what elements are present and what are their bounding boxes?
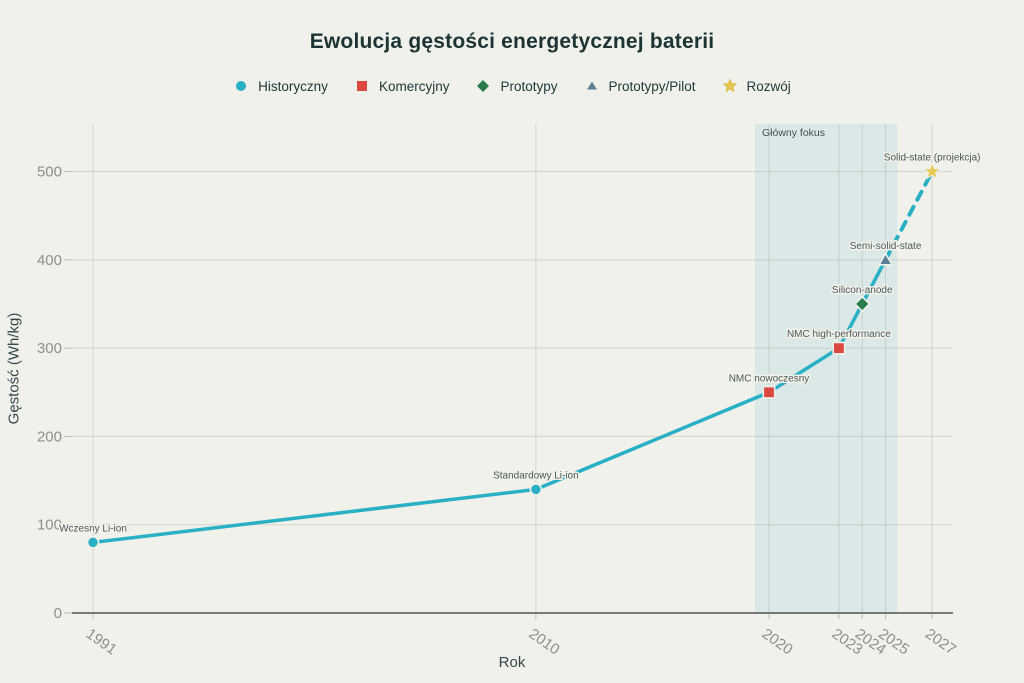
y-tick-label: 300 bbox=[37, 340, 62, 357]
data-marker-nmc-nowoczesny bbox=[762, 385, 776, 399]
data-point-label: NMC nowoczesny bbox=[729, 373, 810, 384]
data-point-label: Standardowy Li-ion bbox=[493, 470, 579, 481]
circle-marker-icon bbox=[236, 81, 247, 91]
legend-item-komercyjny: Komercyjny bbox=[354, 78, 450, 94]
chart-title: Ewolucja gęstości energetycznej baterii bbox=[309, 30, 715, 53]
y-tick-label: 200 bbox=[37, 428, 62, 445]
y-tick-label: 0 bbox=[54, 605, 62, 622]
data-marker-standardowy-li-ion bbox=[529, 483, 543, 496]
data-point-label: Semi-solid-state bbox=[850, 241, 922, 252]
y-tick-label: 100 bbox=[37, 517, 62, 534]
triangle-marker-icon bbox=[586, 81, 597, 90]
data-point-label: NMC high-performance bbox=[787, 329, 891, 340]
data-marker-nmc-high-performance bbox=[832, 341, 846, 355]
square-marker-icon bbox=[356, 81, 367, 91]
data-point-label: Wczesny Li-ion bbox=[59, 523, 127, 534]
trend-line bbox=[91, 258, 888, 545]
star-marker-icon bbox=[722, 78, 737, 93]
data-marker-semi-solid-state bbox=[877, 252, 894, 266]
legend-item-prototypy: Prototypy bbox=[475, 78, 558, 94]
legend: Historyczny Komercyjny Prototypy Prototypy/… bbox=[0, 78, 1024, 94]
legend-label: Prototypy bbox=[500, 78, 558, 94]
legend-label: Komercyjny bbox=[378, 78, 450, 94]
y-tick-label: 400 bbox=[37, 252, 62, 269]
y-tick-label: 500 bbox=[37, 164, 62, 181]
focus-region-label: Główny fokus bbox=[762, 127, 826, 139]
legend-item-historyczny: Historyczny bbox=[233, 78, 328, 94]
x-axis-title: Rok bbox=[498, 654, 526, 671]
legend-item-prototypy-pilot: Prototypy/Pilot bbox=[584, 78, 696, 94]
focus-region bbox=[755, 124, 898, 613]
data-point-label: Silicon-anode bbox=[832, 285, 893, 296]
legend-label: Historyczny bbox=[258, 78, 328, 94]
y-axis-title: Gęstość (Wh/kg) bbox=[5, 312, 23, 425]
legend-item-rozw-j: Rozwój bbox=[722, 78, 791, 94]
data-marker-wczesny-li-ion bbox=[86, 536, 100, 549]
data-point-label: Solid-state (projekcja) bbox=[884, 153, 981, 164]
data-marker-solid-state-projekcja- bbox=[922, 161, 942, 180]
data-marker-silicon-anode bbox=[853, 295, 871, 313]
projection-line bbox=[883, 169, 935, 262]
legend-label: Prototypy/Pilot bbox=[608, 78, 696, 94]
legend-label: Rozwój bbox=[746, 78, 791, 94]
diamond-marker-icon bbox=[477, 80, 490, 92]
